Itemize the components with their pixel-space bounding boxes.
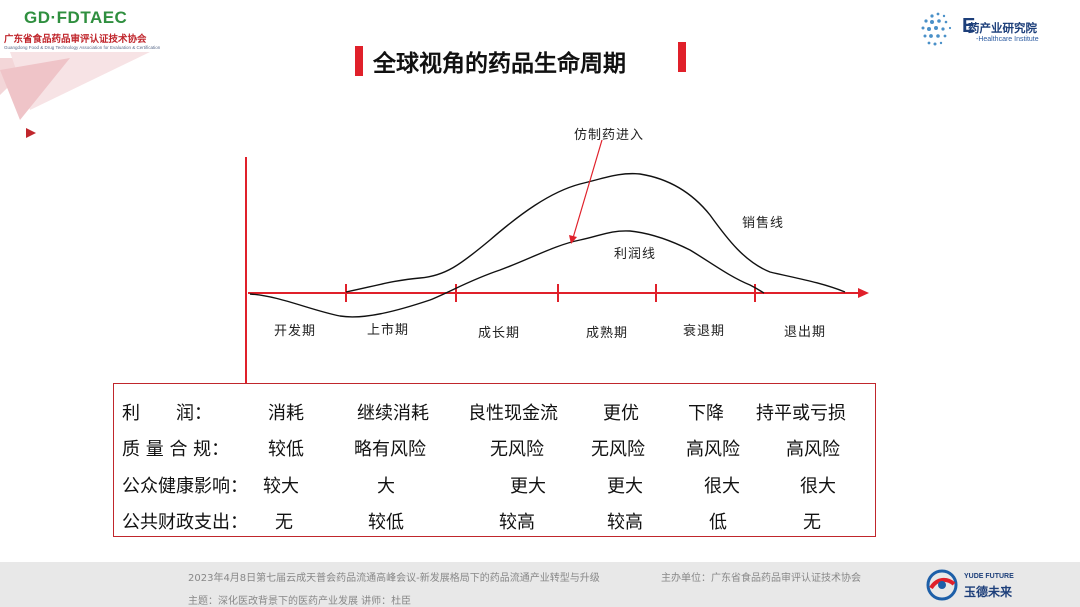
table-cell: 更大 [607, 476, 643, 497]
table-row: 公众健康影响： 较大 大 更大 更大 很大 很大 [114, 472, 875, 502]
brand-chinese: 玉德未来 [964, 585, 1013, 599]
stage-label: 衰退期 [683, 324, 726, 339]
pointer-arrow-icon [569, 235, 577, 244]
footer-event-text: 2023年4月8日第七届云成天普会药品流通高峰会议-新发展格局下的药品流通产业转… [188, 573, 600, 584]
table-cell: 无风险 [591, 439, 645, 460]
org-logo: GD·FDTAEC 广东省食品药品审评认证技术协会 Guangdong Food… [0, 0, 200, 140]
table-cell: 无风险 [490, 439, 544, 460]
stage-label: 成长期 [478, 326, 521, 341]
table-cell: 很大 [704, 476, 740, 497]
table-cell: 较低 [368, 512, 404, 533]
institute-name: 药产业研究院 [968, 21, 1037, 35]
title-accent-right [678, 42, 686, 72]
table-cell: 更优 [603, 403, 639, 424]
sales-line-label: 销售线 [742, 216, 785, 231]
lifecycle-table: 利 润： 消耗 继续消耗 良性现金流 更优 下降 持平或亏损 质 量 合 规： … [113, 383, 876, 537]
table-cell: 下降 [688, 403, 724, 424]
profit-curve [249, 230, 765, 318]
table-cell: 继续消耗 [357, 403, 429, 424]
org-logo-title: GD·FDTAEC [24, 8, 128, 27]
institute-english: -Healthcare Institute [976, 36, 1039, 43]
table-row: 质 量 合 规： 较低 略有风险 无风险 无风险 高风险 高风险 [114, 435, 875, 465]
x-axis-arrow-icon [858, 288, 869, 298]
stage-label: 上市期 [367, 323, 410, 338]
table-cell: 较高 [499, 512, 535, 533]
title-accent-left [355, 46, 363, 76]
table-cell: 无 [275, 512, 293, 533]
table-cell: 更大 [510, 476, 546, 497]
stage-label: 成熟期 [586, 326, 629, 341]
row-label: 质 量 合 规： [122, 439, 230, 460]
table-cell: 持平或亏损 [756, 403, 846, 424]
table-cell: 低 [709, 512, 727, 533]
table-cell: 较低 [268, 439, 304, 460]
table-cell: 较高 [607, 512, 643, 533]
brand-english: YUDE FUTURE [964, 573, 1014, 580]
institute-logo: E 药产业研究院 -Healthcare Institute [912, 6, 1072, 56]
footer-topic-text: 主题：深化医改背景下的医药产业发展 讲师：杜臣 [188, 596, 412, 607]
institute-letter: E [962, 15, 976, 37]
org-logo-subtitle: 广东省食品药品审评认证技术协会 [4, 34, 147, 45]
table-cell: 无 [803, 512, 821, 533]
table-cell: 大 [377, 476, 395, 497]
stage-label: 开发期 [274, 324, 317, 339]
dots-globe-icon [921, 12, 952, 46]
table-cell: 很大 [800, 476, 836, 497]
org-logo-english: Guangdong Food & Drug Technology Associa… [4, 45, 161, 50]
profit-line-label: 利润线 [614, 247, 657, 262]
sales-curve [345, 172, 846, 293]
table-cell: 高风险 [686, 439, 740, 460]
stage-label: 退出期 [784, 325, 827, 340]
table-cell: 良性现金流 [468, 403, 558, 424]
generic-entry-label: 仿制药进入 [574, 128, 645, 143]
table-cell: 消耗 [268, 403, 304, 424]
footer-organizer-text: 主办单位：广东省食品药品审评认证技术协会 [661, 573, 861, 584]
table-row: 公共财政支出： 无 较低 较高 较高 低 无 [114, 508, 875, 538]
generic-entry-pointer [572, 139, 603, 239]
yude-logo-icon [926, 569, 958, 601]
row-label: 公众健康影响： [122, 476, 248, 497]
footer-bar: 2023年4月8日第七届云成天普会药品流通高峰会议-新发展格局下的药品流通产业转… [0, 562, 1080, 607]
page-title: 全球视角的药品生命周期 [373, 51, 626, 77]
table-row: 利 润： 消耗 继续消耗 良性现金流 更优 下降 持平或亏损 [114, 399, 875, 429]
table-cell: 较大 [263, 476, 299, 497]
logo-decoration [0, 52, 150, 138]
row-label: 利 润： [122, 403, 212, 424]
table-cell: 略有风险 [354, 439, 426, 460]
row-label: 公共财政支出： [122, 512, 248, 533]
table-cell: 高风险 [786, 439, 840, 460]
